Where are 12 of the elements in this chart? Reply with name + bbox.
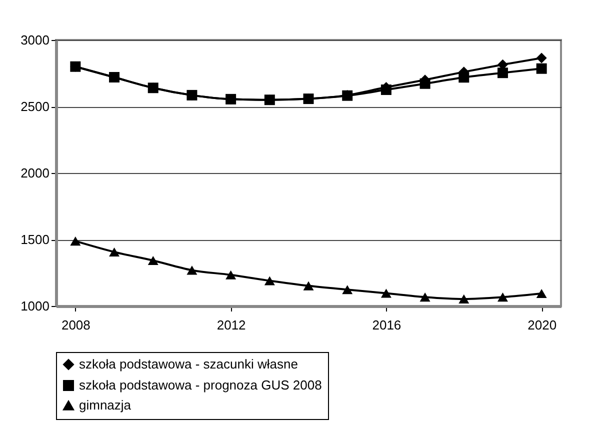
legend-label: szkoła podstawowa - szacunki własne <box>79 356 298 372</box>
x-tick-label: 2020 <box>528 318 557 332</box>
y-tick-label: 3000 <box>20 32 50 48</box>
y-tick-label: 2500 <box>20 99 50 114</box>
x-tick-label: 2016 <box>372 318 402 332</box>
x-tick-label: 2012 <box>216 318 246 332</box>
x-tick-label: 2008 <box>61 318 90 332</box>
y-tick-label: 1000 <box>20 298 50 314</box>
legend-label: szkoła podstawowa - prognoza GUS 2008 <box>79 378 322 392</box>
y-tick-label: 1500 <box>20 232 50 247</box>
y-tick-label: 2000 <box>20 166 50 180</box>
legend-label: gimnazja <box>79 398 132 412</box>
